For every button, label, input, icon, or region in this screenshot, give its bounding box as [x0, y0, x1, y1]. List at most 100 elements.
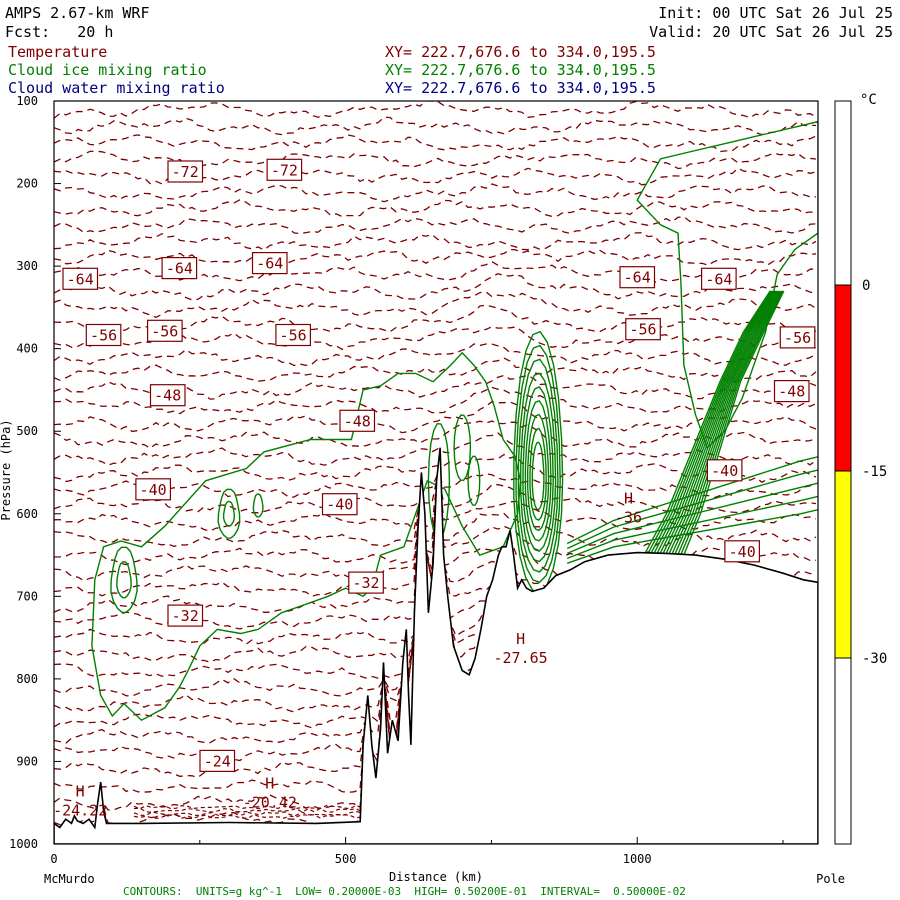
temperature-label: -48: [154, 387, 181, 405]
valid-time: Valid: 20 UTC Sat 26 Jul 25: [649, 23, 893, 41]
model-title: AMPS 2.67-km WRF: [5, 4, 150, 22]
temperature-label-box: [266, 158, 303, 181]
ice-contour: [657, 290, 778, 564]
ice-contour: [651, 290, 776, 564]
ice-contour: [566, 456, 818, 545]
extremum-marker: H: [624, 490, 633, 508]
temperature-label: -40: [729, 543, 756, 561]
ice-contour: [515, 344, 561, 584]
isotherm: [54, 400, 817, 434]
colorbar: 0 -15 -30: [834, 100, 887, 845]
extremum-marker: H: [265, 775, 274, 793]
x-axis: 0 500 1000: [50, 837, 784, 866]
terrain-profile: [54, 447, 818, 844]
temperature-label: -40: [326, 496, 353, 514]
temperature-label-box: [167, 604, 204, 627]
field-name: Cloud water mixing ratio: [8, 79, 225, 97]
temperature-label-box: [700, 267, 737, 290]
isotherm: [133, 807, 375, 813]
temperature-label: -72: [172, 163, 199, 181]
ice-contour: [667, 290, 781, 564]
isotherm: [133, 804, 375, 810]
temperature-label: -32: [172, 607, 199, 625]
colorbar-segment-red: [835, 285, 851, 471]
extremum-marker: H: [516, 630, 525, 648]
extremum-value: -36: [615, 509, 642, 527]
ice-contour: [645, 290, 773, 564]
temperature-label-box: [161, 257, 198, 280]
isotherm: [54, 453, 817, 484]
isotherm: [54, 260, 817, 284]
isotherm: [54, 216, 817, 235]
init-time: Init: 00 UTC Sat 26 Jul 25: [658, 4, 893, 22]
ice-contour: [664, 290, 780, 564]
temperature-label: -64: [256, 255, 283, 273]
isotherm: [54, 134, 817, 153]
temperature-label: -40: [711, 462, 738, 480]
temperature-extrema: H-24.22H-20.42H-27.65H-36: [53, 490, 642, 820]
x-tick-label: 500: [335, 852, 357, 866]
ice-contour: [519, 372, 557, 563]
colorbar-segment-below: [835, 658, 851, 844]
temperature-label: -32: [352, 574, 379, 592]
ice-contour: [513, 330, 564, 594]
temperature-label: -56: [280, 327, 307, 345]
ice-contour: [522, 386, 554, 553]
temperature-label-box: [62, 267, 99, 290]
isotherm: [133, 814, 375, 819]
temperature-label-box: [251, 252, 288, 275]
ice-contour: [566, 509, 818, 564]
colorbar-label: 0: [862, 278, 870, 294]
temperature-label-box: [149, 384, 186, 407]
isotherm: [54, 432, 817, 466]
temperature-label-box: [625, 318, 661, 341]
isotherm: [54, 386, 817, 415]
ice-contour: [642, 290, 772, 564]
ice-contour: [636, 120, 818, 449]
temperature-label-box: [147, 319, 183, 342]
y-tick-label: 1000: [9, 837, 38, 851]
temperature-label-box: [167, 160, 204, 183]
y-tick-label: 100: [16, 94, 38, 108]
ice-contour: [467, 455, 481, 506]
isotherm: [54, 101, 817, 119]
colorbar-unit: °C: [860, 92, 877, 108]
temperature-label-box: [339, 409, 376, 432]
temperature-label: -56: [151, 322, 178, 340]
isotherm: [54, 198, 817, 218]
temperature-label: -48: [344, 412, 371, 430]
ice-contour: [531, 441, 545, 511]
plot-frame: [53, 100, 819, 845]
extremum-marker: H: [76, 783, 85, 801]
isotherm: [54, 473, 817, 598]
colorbar-segment-above-zero: [835, 101, 851, 285]
forecast-hour: Fcst: 20 h: [5, 23, 113, 41]
temperature-label-box: [348, 571, 384, 594]
y-tick-label: 600: [16, 507, 38, 521]
colorbar-frame: [834, 100, 852, 845]
temperature-label-box: [706, 459, 743, 482]
ice-contour: [529, 427, 547, 521]
isotherm: [54, 473, 817, 779]
colorbar-label: -30: [862, 651, 887, 667]
extremum-value: -24.22: [53, 802, 107, 820]
y-tick-label: 900: [16, 754, 38, 768]
ice-contour: [427, 422, 451, 539]
isotherm: [54, 473, 817, 532]
temperature-label: -40: [140, 481, 167, 499]
ice-contour: [524, 399, 552, 542]
temperature-label-box: [199, 749, 236, 773]
field-name: Temperature: [8, 43, 107, 61]
contour-info: CONTOURS: UNITS=g kg^-1 LOW= 0.20000E-03…: [123, 885, 686, 898]
y-tick-label: 400: [16, 342, 38, 356]
ice-contour: [453, 414, 472, 482]
x-tick-label: 1000: [623, 852, 652, 866]
ice-contour: [670, 290, 782, 564]
temperature-label: -64: [67, 270, 94, 288]
x-axis-label: Distance (km): [389, 870, 483, 884]
temperature-label: -24: [204, 752, 231, 770]
ice-contour: [222, 500, 236, 527]
endpoint-right: Pole: [816, 872, 845, 886]
extremum-value: -27.65: [494, 649, 548, 667]
temperature-label-box: [724, 540, 761, 563]
